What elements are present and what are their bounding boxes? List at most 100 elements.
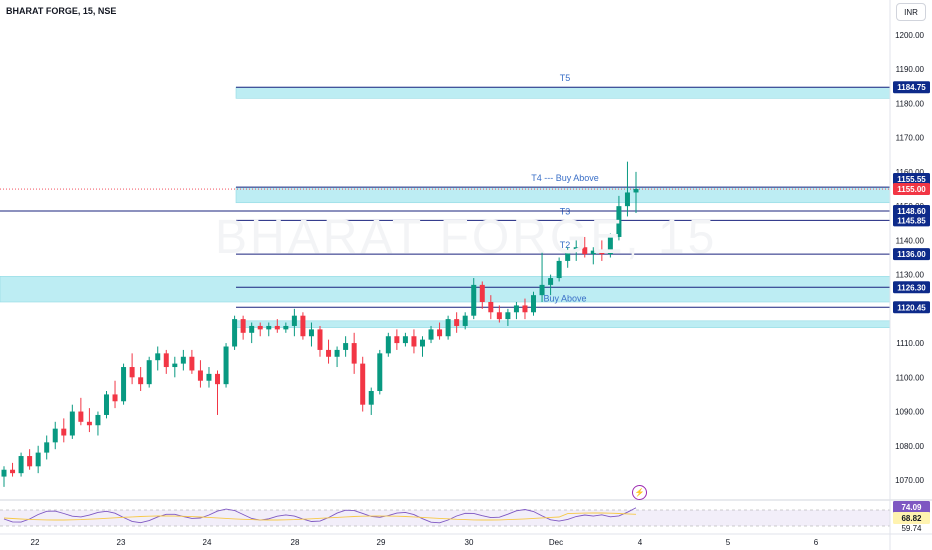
candle-body xyxy=(44,442,50,453)
candle-body xyxy=(257,325,263,330)
candle-body xyxy=(35,452,41,467)
rsi-pane xyxy=(0,499,932,532)
rsi-value-tag: 74.09 xyxy=(901,503,922,512)
candle-body xyxy=(437,329,443,337)
candle-body xyxy=(121,367,127,402)
time-tick-label: 30 xyxy=(465,538,474,547)
time-tick-label: 5 xyxy=(726,538,731,547)
level-price-tag-bg xyxy=(893,281,930,294)
price-tick-label: 1130.00 xyxy=(896,271,925,280)
candle-body xyxy=(539,284,545,296)
price-tick-label: 1160.00 xyxy=(896,168,925,177)
candle-body xyxy=(394,336,400,344)
candle-body xyxy=(505,312,511,320)
candle-body xyxy=(206,373,212,381)
currency-button[interactable]: INR xyxy=(896,3,926,21)
candle-body xyxy=(163,353,169,368)
candle-body xyxy=(317,329,323,350)
rsi-low-label: 59.74 xyxy=(901,524,922,533)
candle-body xyxy=(599,250,605,255)
candle-body xyxy=(445,319,451,337)
candle-body xyxy=(283,325,289,330)
candle-body xyxy=(402,336,408,344)
candle-body xyxy=(334,349,340,357)
candle-body xyxy=(471,284,477,316)
candle-body xyxy=(488,302,494,313)
level-price-tag-bg xyxy=(893,173,930,185)
price-tick-label: 1190.00 xyxy=(896,65,925,74)
candle-body xyxy=(454,319,460,326)
symbol-title: BHARAT FORGE, 15, NSE xyxy=(6,6,117,16)
candle-body xyxy=(565,250,571,261)
price-tick-label: 1180.00 xyxy=(896,99,925,108)
candle-body xyxy=(61,428,67,436)
target-zone xyxy=(0,276,891,303)
candle-body xyxy=(522,305,528,313)
candle-body xyxy=(531,295,537,313)
rsi-line xyxy=(3,507,637,524)
candle-body xyxy=(138,377,144,385)
time-axis: 22 23 24 28 29 30 Dec 4 5 6 xyxy=(0,533,932,547)
time-tick-label: 28 xyxy=(291,538,300,547)
candle-body xyxy=(548,278,554,285)
level-price-tag: 1184.75 xyxy=(897,83,926,92)
level-price-tag: 1126.30 xyxy=(897,283,926,292)
candle-body xyxy=(52,428,58,443)
price-tick-label: 1110.00 xyxy=(896,339,924,348)
candle-body xyxy=(197,370,203,381)
time-tick-label: 22 xyxy=(31,538,40,547)
candle-body xyxy=(582,247,588,255)
candle-body xyxy=(146,360,152,385)
candle-body xyxy=(172,363,178,368)
time-tick-label: 6 xyxy=(814,538,819,547)
time-tick-label: 4 xyxy=(638,538,643,547)
level-label: T4 --- Buy Above xyxy=(531,173,599,183)
candle-body xyxy=(180,356,186,364)
candle-body xyxy=(232,319,238,347)
candle-body xyxy=(103,394,109,415)
candle-body xyxy=(590,250,596,255)
candle-body xyxy=(607,236,613,255)
candle-body xyxy=(78,411,84,422)
candle-body xyxy=(411,336,417,347)
candle-body xyxy=(69,411,75,436)
rsi-band xyxy=(0,510,890,526)
rsi-signal-tag: 68.82 xyxy=(901,514,922,523)
level-price-tag: 1155.55 xyxy=(897,175,926,184)
candle-body xyxy=(112,394,118,402)
last-price-tag: 1155.00 xyxy=(897,185,926,194)
candle-body xyxy=(419,339,425,347)
target-zone xyxy=(235,320,891,328)
candle-body xyxy=(513,305,519,313)
level-price-tag-bg xyxy=(893,248,930,261)
last-price-tag-bg xyxy=(893,183,930,195)
level-label: T5 xyxy=(560,73,571,83)
level-price-tag-bg xyxy=(893,214,930,227)
candle-body xyxy=(240,319,246,333)
candle-body xyxy=(274,325,280,330)
target-zone xyxy=(235,186,891,204)
candle-body xyxy=(351,343,357,364)
price-tick-label: 1080.00 xyxy=(895,442,924,451)
lightning-icon[interactable]: ⚡ xyxy=(632,485,647,500)
time-tick-label: 23 xyxy=(117,538,126,547)
time-tick-label: 29 xyxy=(377,538,386,547)
price-tick-label: 1140.00 xyxy=(896,236,925,245)
candle-body xyxy=(479,284,485,302)
candle-body xyxy=(496,312,502,320)
price-tick-label: 1100.00 xyxy=(896,373,925,382)
time-tick-label: Dec xyxy=(549,538,563,547)
rsi-value-tag-bg xyxy=(893,501,930,513)
candle-body xyxy=(428,329,434,340)
level-label: T2 xyxy=(560,240,571,250)
symbol-watermark: BHARAT FORGE, 15 xyxy=(215,211,718,264)
candle-body xyxy=(215,373,221,385)
candle-body xyxy=(300,315,306,337)
price-tick-label: 1090.00 xyxy=(895,408,924,417)
candle-body xyxy=(360,363,366,405)
candle-body xyxy=(129,367,135,378)
candle-body xyxy=(573,247,579,251)
candle-body xyxy=(18,456,24,474)
